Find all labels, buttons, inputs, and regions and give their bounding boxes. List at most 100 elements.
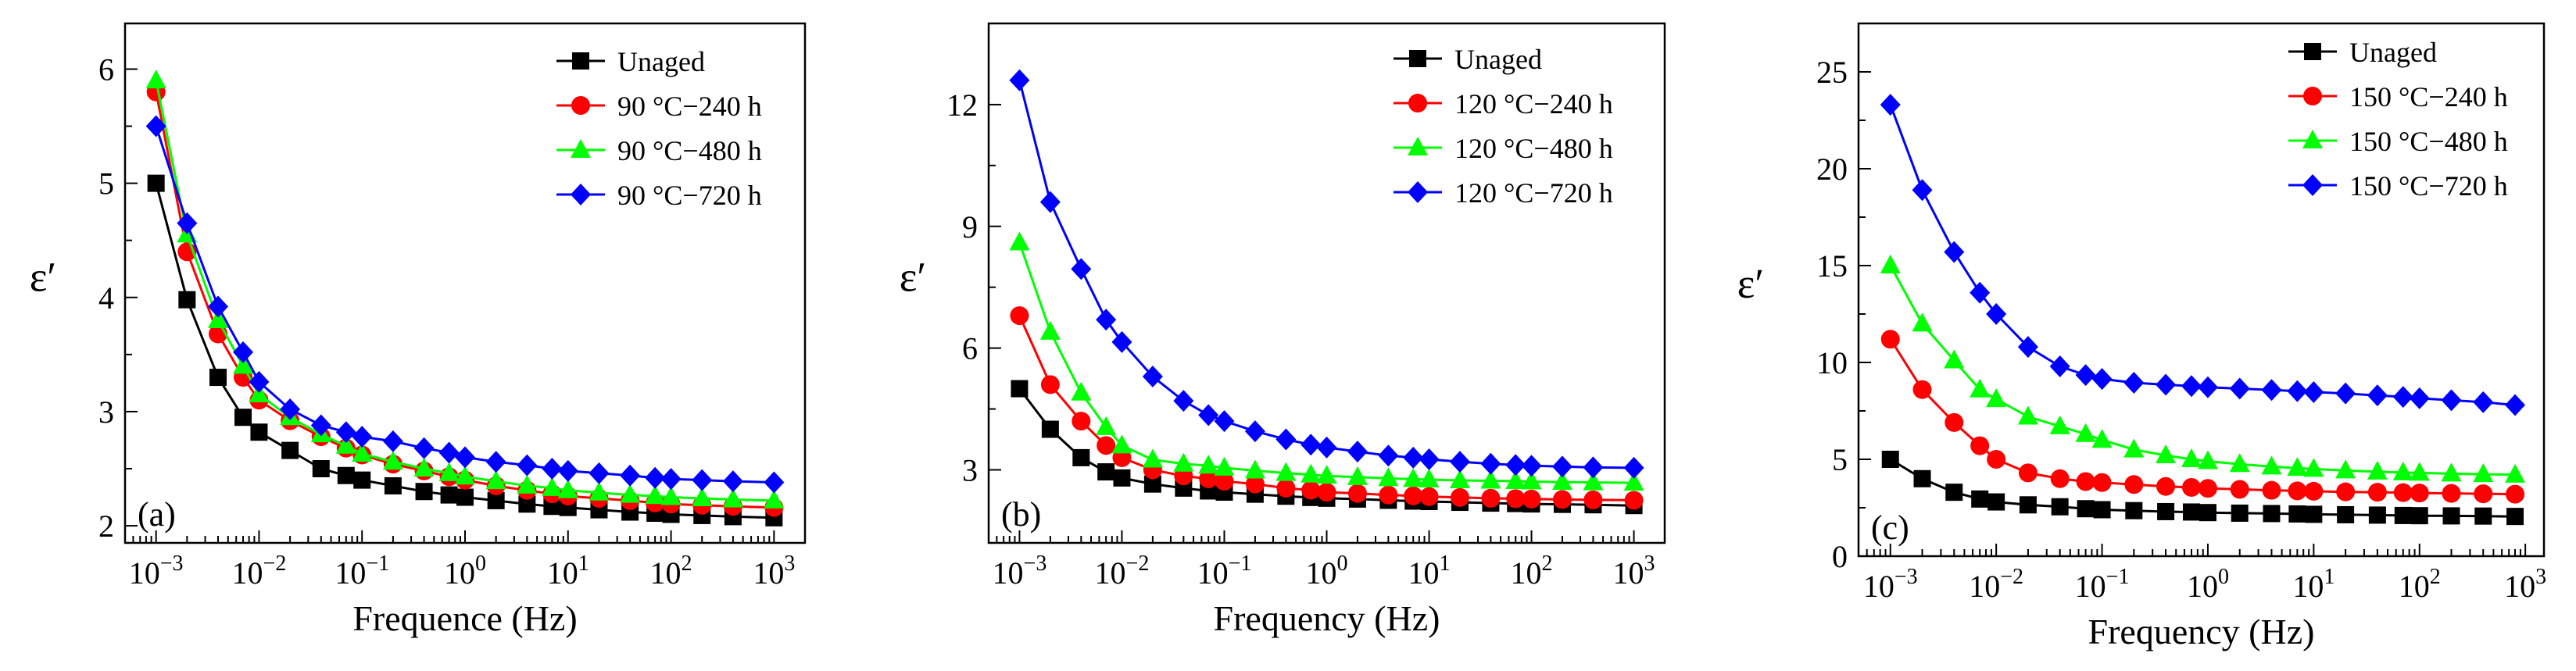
legend-label: 150 °C−240 h xyxy=(2349,81,2508,112)
data-point xyxy=(384,476,402,494)
x-tick-exponent: −1 xyxy=(2106,565,2130,589)
data-point xyxy=(1480,469,1501,489)
data-point xyxy=(1551,455,1572,478)
data-point xyxy=(1142,448,1163,468)
x-tick-base: 10 xyxy=(1197,555,1229,591)
data-point xyxy=(1912,312,1933,332)
data-point xyxy=(1214,456,1235,476)
data-point xyxy=(2182,503,2200,521)
data-point xyxy=(2473,391,2494,413)
data-point xyxy=(542,458,563,480)
data-point xyxy=(1880,255,1901,273)
data-point xyxy=(2123,438,2145,458)
data-point xyxy=(1347,484,1367,503)
x-axis-ticks xyxy=(1858,544,2527,556)
data-point xyxy=(692,469,713,491)
y-tick-label: 10 xyxy=(1816,345,1848,380)
data-point xyxy=(2409,387,2430,409)
data-point xyxy=(1505,454,1526,476)
data-point xyxy=(1097,463,1115,481)
x-tick-label: 10−1 xyxy=(1197,551,1252,591)
x-tick-label: 102 xyxy=(1511,551,1553,591)
data-point xyxy=(1404,486,1423,505)
data-point xyxy=(692,487,713,506)
data-point xyxy=(2410,484,2429,503)
data-point xyxy=(1214,410,1235,433)
x-tick-label: 10−3 xyxy=(129,551,184,591)
data-point xyxy=(1945,484,1963,501)
legend-item: 120 °C−240 h xyxy=(1394,88,1613,120)
panel-label: (c) xyxy=(1871,509,1909,547)
data-point xyxy=(542,476,563,496)
x-tick-exponent: 0 xyxy=(2218,565,2229,589)
data-point xyxy=(250,423,268,441)
data-point xyxy=(2442,507,2460,525)
x-tick-label: 100 xyxy=(444,551,486,591)
x-tick-exponent: −3 xyxy=(160,551,184,576)
data-point xyxy=(1521,470,1542,490)
data-point xyxy=(1199,469,1218,488)
data-point xyxy=(722,488,743,508)
x-tick-exponent: 3 xyxy=(784,551,795,576)
x-tick-label: 10−2 xyxy=(1969,565,2023,604)
data-point xyxy=(1316,436,1337,459)
y-axis-title: ε′ xyxy=(30,254,57,301)
x-tick-label: 100 xyxy=(1306,551,1348,591)
data-point xyxy=(2181,375,2202,398)
data-point xyxy=(2091,368,2113,391)
data-point xyxy=(2409,462,2430,481)
x-tick-exponent: 2 xyxy=(2430,565,2441,589)
x-tick-label: 102 xyxy=(2399,565,2441,604)
y-axis-ticks xyxy=(125,68,138,527)
plot-frame xyxy=(1857,22,2546,558)
data-point xyxy=(2441,462,2462,482)
data-point xyxy=(2474,484,2493,504)
data-point xyxy=(1173,390,1194,412)
series-90-c-720-h xyxy=(145,115,785,494)
data-point xyxy=(1506,489,1526,509)
data-point xyxy=(1583,456,1604,479)
data-point xyxy=(2506,508,2524,526)
data-point xyxy=(1143,475,1161,493)
legend-label: Unaged xyxy=(617,46,705,77)
data-point xyxy=(645,466,666,489)
data-point xyxy=(413,437,435,459)
series-120-c-240-h xyxy=(1010,306,1644,510)
legend-marker xyxy=(2304,43,2321,60)
data-point xyxy=(1198,455,1219,474)
data-point xyxy=(234,409,252,427)
data-point xyxy=(2303,458,2324,477)
data-point xyxy=(1913,469,1931,487)
data-point xyxy=(1276,478,1296,498)
legend-item: Unaged xyxy=(1394,44,1542,75)
data-point xyxy=(557,479,578,498)
data-point xyxy=(2017,405,2038,425)
data-point xyxy=(2287,457,2308,476)
data-point xyxy=(1450,487,1469,507)
data-point xyxy=(249,384,270,402)
data-point xyxy=(1301,480,1321,500)
legend-marker xyxy=(1408,94,1427,112)
legend-item: 90 °C−480 h xyxy=(556,135,762,166)
data-point xyxy=(2077,500,2095,518)
x-tick-label: 101 xyxy=(547,551,589,591)
data-point xyxy=(1521,455,1542,477)
data-point xyxy=(145,115,166,137)
data-point xyxy=(2092,473,2112,492)
data-point xyxy=(2473,463,2494,483)
legend-marker xyxy=(1408,181,1428,203)
data-point xyxy=(2335,382,2356,405)
x-axis-title: Frequence (Hz) xyxy=(352,598,577,638)
legend-label: 90 °C−240 h xyxy=(617,91,762,122)
data-point xyxy=(2392,461,2413,480)
x-axis-ticks xyxy=(124,530,806,543)
data-point xyxy=(2441,389,2462,412)
x-tick-exponent: −1 xyxy=(1229,551,1252,576)
data-point xyxy=(660,468,682,491)
x-tick-exponent: 0 xyxy=(1337,551,1348,576)
data-point xyxy=(455,466,475,485)
data-point xyxy=(1623,456,1644,479)
panel-label: (a) xyxy=(138,495,176,534)
